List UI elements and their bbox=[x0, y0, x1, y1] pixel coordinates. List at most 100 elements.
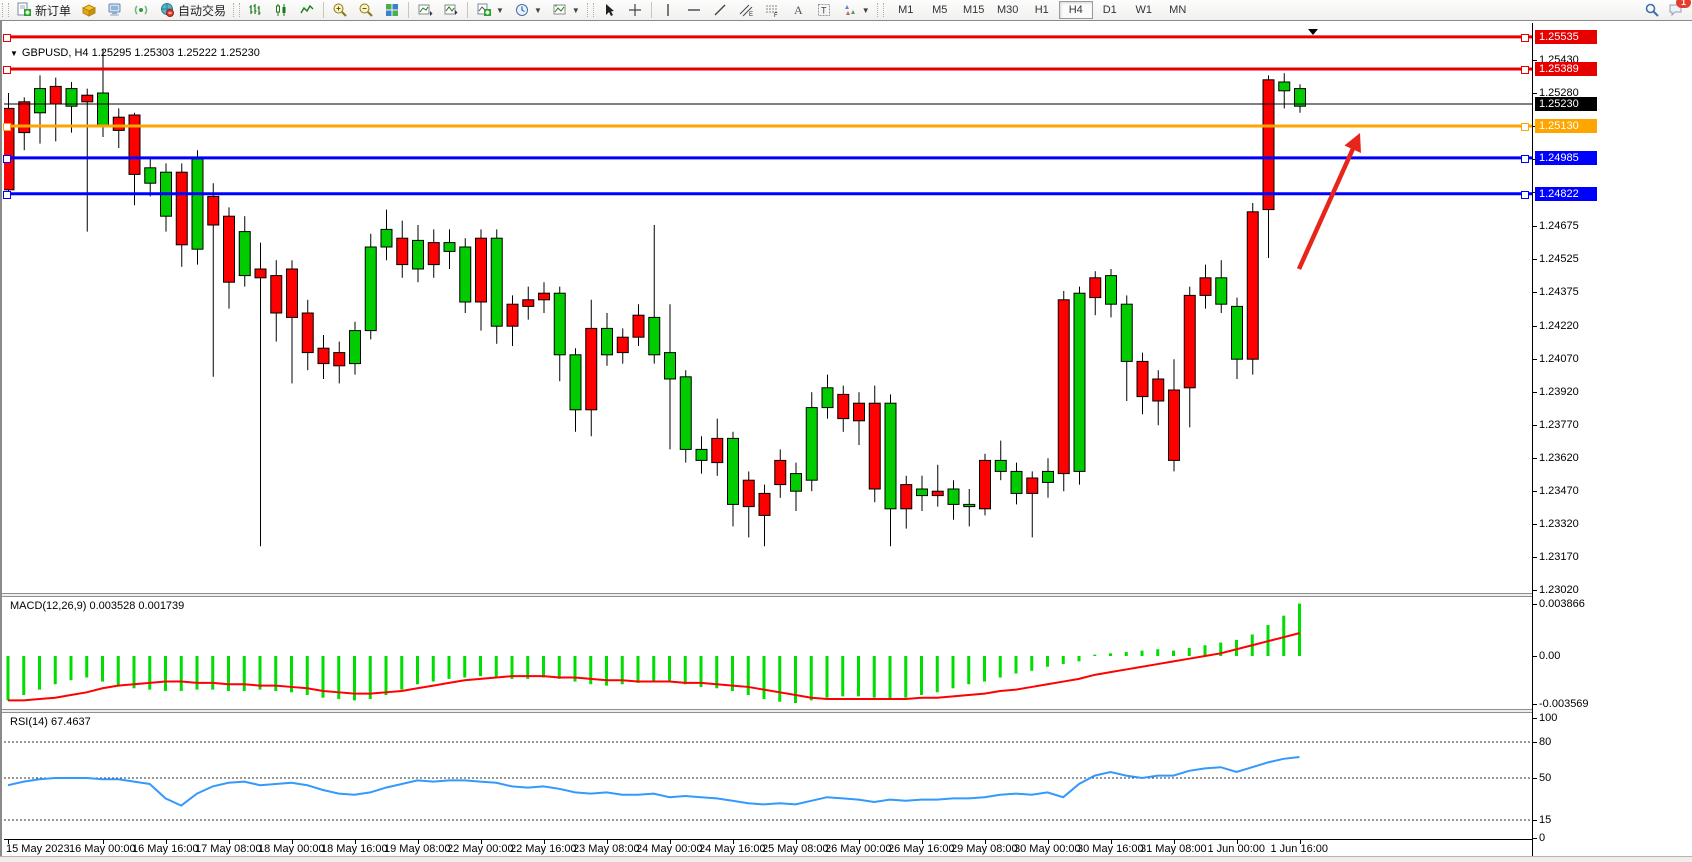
time-tick-mark bbox=[165, 840, 167, 844]
chat-button[interactable]: 1 bbox=[1668, 0, 1691, 20]
candle-body bbox=[223, 215, 235, 283]
timeframe-button-m30[interactable]: M30 bbox=[997, 4, 1019, 16]
line-chart-button[interactable] bbox=[294, 0, 320, 20]
candle-body bbox=[963, 503, 976, 508]
timeframe-button-mn[interactable]: MN bbox=[1169, 4, 1187, 16]
navigator-icon bbox=[443, 2, 459, 18]
timeframe-button-m1[interactable]: M1 bbox=[898, 4, 914, 16]
rsi-tick-label: 50 bbox=[1539, 772, 1552, 784]
cursor-tool-button[interactable] bbox=[596, 0, 622, 20]
search-icon[interactable] bbox=[1644, 2, 1660, 18]
timeframe-button-w1[interactable]: W1 bbox=[1135, 4, 1152, 16]
line-handle[interactable] bbox=[1521, 66, 1529, 75]
macd-panel[interactable] bbox=[4, 597, 1532, 709]
price-chart-panel[interactable] bbox=[4, 23, 1532, 593]
price-tick-label: 1.23470 bbox=[1539, 485, 1579, 498]
line-handle[interactable] bbox=[3, 154, 11, 163]
timeframe-button-m5[interactable]: M5 bbox=[932, 4, 948, 16]
toolbar-grip[interactable] bbox=[586, 3, 594, 17]
candle-body bbox=[632, 314, 645, 338]
candle-body bbox=[1010, 470, 1023, 494]
signals-button[interactable] bbox=[128, 0, 154, 20]
auto-trading-button[interactable]: 自动交易 bbox=[154, 0, 231, 21]
zoom-in-icon bbox=[332, 2, 348, 18]
text-tool-button[interactable]: A bbox=[785, 0, 811, 20]
navigator-button[interactable] bbox=[438, 0, 464, 20]
candle-body bbox=[821, 387, 834, 409]
candle-body bbox=[1105, 275, 1117, 305]
toolbar-grip[interactable] bbox=[2, 3, 9, 17]
shapes-tool-button[interactable]: ▼ bbox=[837, 0, 875, 20]
shapes-icon bbox=[842, 2, 858, 18]
price-axis[interactable]: 1.254301.252801.251301.249801.248301.246… bbox=[1533, 21, 1692, 857]
time-tick-mark bbox=[543, 840, 545, 844]
line-handle[interactable] bbox=[3, 123, 11, 131]
line-handle[interactable] bbox=[1521, 33, 1529, 42]
hline-tool-button[interactable] bbox=[681, 0, 707, 20]
candle-body bbox=[774, 459, 787, 486]
price-tick-mark bbox=[1533, 557, 1537, 559]
line-handle[interactable] bbox=[1521, 190, 1529, 199]
toolbar-grip[interactable] bbox=[233, 3, 241, 17]
candle-body bbox=[1089, 277, 1102, 299]
trendline-tool-button[interactable] bbox=[707, 0, 733, 20]
tile-windows-button[interactable] bbox=[379, 0, 405, 20]
zoom-in-button[interactable] bbox=[327, 0, 353, 20]
fibonacci-tool-button[interactable]: F bbox=[759, 0, 785, 20]
price-tick-mark bbox=[1533, 226, 1537, 228]
line-handle[interactable] bbox=[1521, 154, 1529, 163]
candle-body bbox=[947, 488, 960, 505]
rsi-tick-mark bbox=[1533, 742, 1537, 743]
line-handle[interactable] bbox=[3, 66, 11, 75]
label-tool-button[interactable]: T bbox=[811, 0, 837, 20]
add-indicator-button[interactable]: ▼ bbox=[471, 0, 509, 20]
time-tick-mark bbox=[669, 840, 671, 844]
trend-arrow-annotation[interactable] bbox=[1296, 141, 1358, 270]
rsi-tick-mark bbox=[1533, 718, 1537, 719]
new-order-label: 新订单 bbox=[35, 3, 72, 18]
bar-chart-button[interactable] bbox=[242, 0, 268, 20]
rsi-panel[interactable] bbox=[4, 713, 1532, 839]
line-handle[interactable] bbox=[3, 33, 11, 42]
market-watch-button[interactable] bbox=[76, 0, 102, 20]
candle-chart-button[interactable] bbox=[268, 0, 294, 20]
panel-splitter[interactable] bbox=[2, 709, 1692, 713]
time-tick-mark bbox=[1236, 840, 1238, 844]
vline-tool-button[interactable] bbox=[655, 0, 681, 20]
candle-body bbox=[49, 85, 62, 105]
line-handle[interactable] bbox=[3, 190, 11, 199]
timeframe-button-m15[interactable]: M15 bbox=[963, 4, 985, 16]
price-tick-mark bbox=[1533, 458, 1537, 460]
time-axis[interactable]: 15 May 2023 16 May 00:00 16 May 16:00 17 Ma… bbox=[4, 839, 1532, 857]
terminal-icon bbox=[107, 2, 123, 18]
line-handle[interactable] bbox=[1521, 123, 1529, 131]
fibonacci-icon: F bbox=[764, 2, 780, 19]
template-button[interactable]: ▼ bbox=[547, 0, 585, 20]
timeframe-button-h1[interactable]: H1 bbox=[1034, 4, 1049, 16]
period-button[interactable]: ▼ bbox=[509, 0, 547, 20]
panel-splitter[interactable] bbox=[2, 593, 1692, 597]
rsi-tick-mark bbox=[1533, 838, 1537, 839]
data-window-button[interactable] bbox=[412, 0, 438, 20]
terminal-button[interactable] bbox=[102, 0, 128, 20]
timeframe-button-h4[interactable]: H4 bbox=[1058, 1, 1093, 19]
candle-body bbox=[837, 393, 850, 420]
last-bar-marker-icon bbox=[1308, 29, 1318, 35]
time-tick-label: 31 May 08:00 bbox=[1140, 843, 1207, 855]
candle-body bbox=[994, 459, 1007, 472]
macd-tick-label: 0.003866 bbox=[1539, 598, 1585, 610]
new-order-button[interactable]: 新订单 bbox=[11, 0, 76, 21]
market-watch-icon bbox=[81, 2, 97, 18]
candle-body bbox=[931, 490, 944, 497]
candle-body bbox=[97, 92, 109, 127]
timeframe-button-d1[interactable]: D1 bbox=[1102, 4, 1117, 16]
symbol-dropdown-icon[interactable]: ▼ bbox=[10, 49, 18, 58]
rsi-tick-label: 0 bbox=[1539, 832, 1546, 844]
channel-tool-button[interactable]: E bbox=[733, 0, 759, 20]
toolbar-grip[interactable] bbox=[876, 3, 884, 17]
current-price-badge: 1.25230 bbox=[1535, 97, 1597, 111]
zoom-out-button[interactable] bbox=[353, 0, 379, 20]
signal-icon bbox=[133, 2, 149, 18]
crosshair-tool-button[interactable] bbox=[622, 0, 648, 20]
candle-body bbox=[506, 303, 519, 327]
